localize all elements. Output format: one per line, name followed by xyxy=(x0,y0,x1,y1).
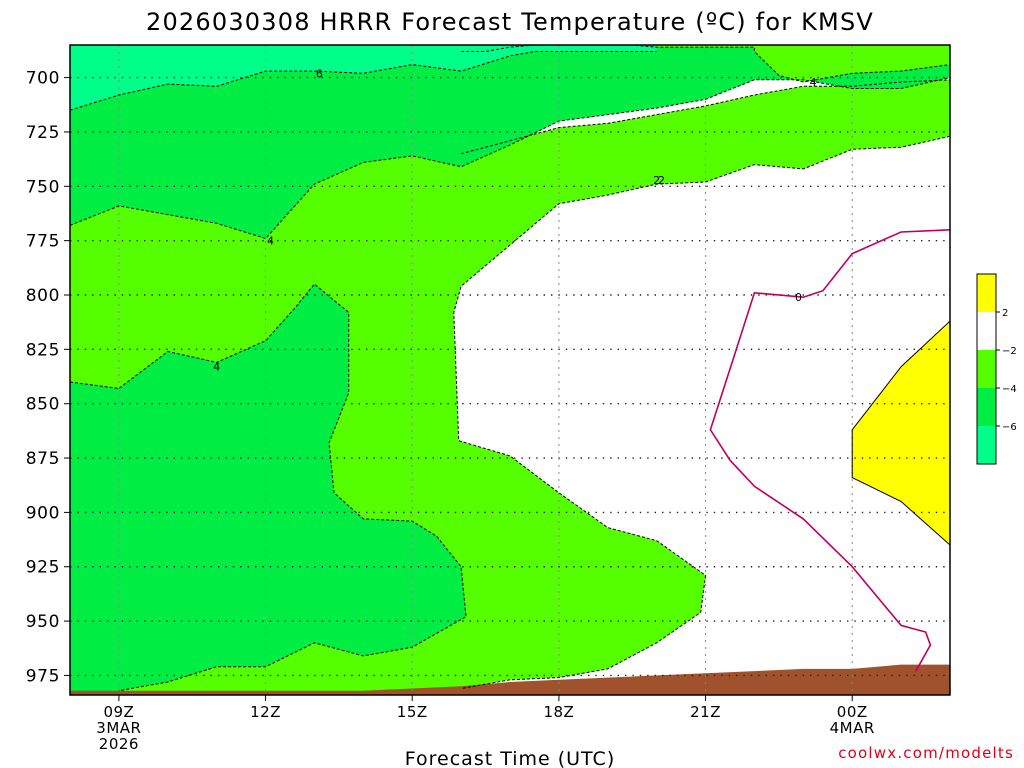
colorbar-bin xyxy=(977,274,996,312)
contour-line-minus2 xyxy=(453,135,950,689)
y-tick-label: 850 xyxy=(26,395,60,415)
fill-minus6-to-minus4-low xyxy=(70,284,466,695)
credit-link[interactable]: coolwx.com/modelts xyxy=(838,744,1014,762)
fill-below-minus6 xyxy=(70,45,657,111)
x-tick-label: 15Z xyxy=(397,703,428,721)
contour-label: 4 xyxy=(213,361,220,374)
y-tick-label: 900 xyxy=(26,503,60,523)
contour-label: 2 xyxy=(658,174,665,187)
contour-line-minus4 xyxy=(461,45,950,83)
x-tick-label: 2026 xyxy=(99,735,139,753)
colorbar: 2 −2 −4 −6 xyxy=(976,273,1017,465)
grid-lines xyxy=(70,45,950,695)
y-tick-label: 825 xyxy=(26,340,60,360)
y-tick-label: 775 xyxy=(26,232,60,252)
fill-ground xyxy=(70,664,950,695)
colorbar-bin xyxy=(977,388,996,426)
colorbar-label: 2 xyxy=(1002,308,1008,319)
x-tick-label: 18Z xyxy=(543,703,574,721)
contour-lines xyxy=(70,45,950,692)
temperature-fills xyxy=(70,45,950,695)
fill-minus4-to-minus2-aloft xyxy=(461,45,950,82)
y-tick-label: 800 xyxy=(26,286,60,306)
x-tick-label: 12Z xyxy=(250,703,281,721)
x-tick-label: 3MAR xyxy=(96,719,141,737)
plot-frame xyxy=(69,44,951,696)
colorbar-label: −4 xyxy=(1002,384,1017,395)
contour-line-2 xyxy=(851,320,950,546)
x-tick-label: 21Z xyxy=(690,703,721,721)
y-tick-label: 950 xyxy=(26,612,60,632)
colorbar-bin xyxy=(977,312,996,350)
contour-label: 2 xyxy=(653,174,660,187)
chart-title: 2026030308 HRRR Forecast Temperature (ºC… xyxy=(146,8,874,36)
x-tick-label: 09Z xyxy=(103,703,134,721)
x-tick-label: 00Z xyxy=(837,703,868,721)
x-tick-label: 4MAR xyxy=(830,719,875,737)
contour-line-minus4 xyxy=(70,77,950,240)
contour-line-minus4 xyxy=(70,283,467,692)
colorbar-bin xyxy=(977,426,996,464)
contour-label: 0 xyxy=(795,291,802,304)
colorbar-frame xyxy=(976,273,997,465)
colorbar-label: −2 xyxy=(1002,346,1017,357)
plot-area xyxy=(70,45,950,695)
y-tick-label: 975 xyxy=(26,666,60,686)
contour-line-0 xyxy=(709,229,950,672)
y-tick-label: 750 xyxy=(26,177,60,197)
x-axis-label: Forecast Time (UTC) xyxy=(405,748,615,768)
contour-label: 4 xyxy=(267,235,274,248)
y-tick-label: 700 xyxy=(26,69,60,89)
colorbar-bin xyxy=(977,350,996,388)
contour-label: 4 xyxy=(810,76,817,89)
y-tick-label: 725 xyxy=(26,123,60,143)
contour-label: 6 xyxy=(316,67,323,80)
colorbar-label: −6 xyxy=(1002,422,1017,433)
fill-minus6-to-minus4 xyxy=(70,45,950,239)
y-tick-label: 925 xyxy=(26,558,60,578)
y-axis: 700 725 750 775 800 825 850 875 900 925 950 975 xyxy=(26,69,70,686)
y-tick-label: 875 xyxy=(26,449,60,469)
contour-line-minus6 xyxy=(70,51,657,111)
